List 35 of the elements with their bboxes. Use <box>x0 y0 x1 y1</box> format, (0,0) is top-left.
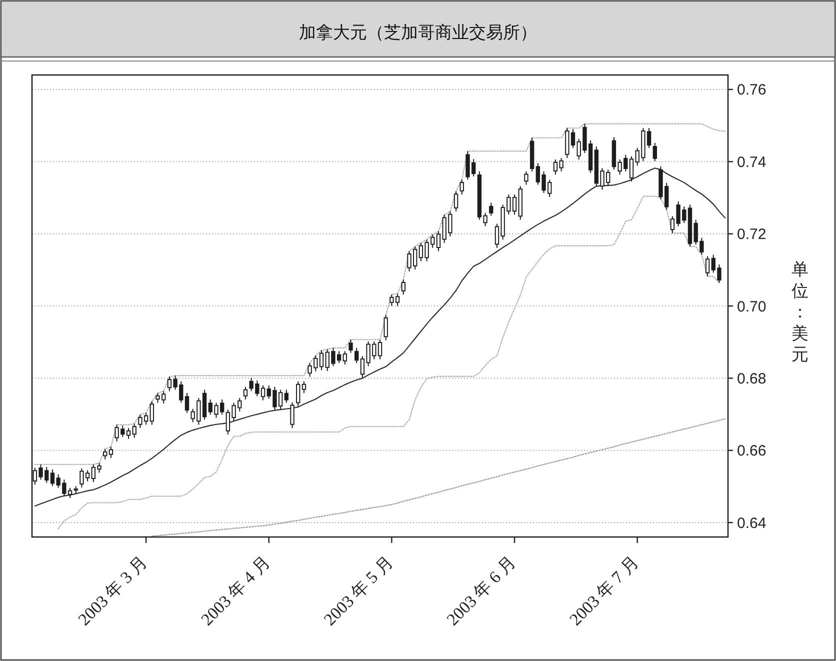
y-tick-label: 0.72 <box>737 226 766 244</box>
line-series <box>34 123 726 466</box>
candlestick <box>132 423 136 438</box>
candlestick <box>290 402 294 428</box>
candlestick <box>705 256 710 277</box>
chart-title: 加拿大元（芝加哥商业交易所） <box>299 23 537 42</box>
candlestick <box>74 486 78 494</box>
candlestick <box>454 190 458 212</box>
y-tick-label: 0.70 <box>737 298 766 316</box>
y-tick-label: 0.64 <box>737 514 766 532</box>
line-series <box>58 196 720 530</box>
candlestick <box>401 279 406 295</box>
y-tick-label: 0.66 <box>737 442 766 460</box>
candlestick <box>108 446 114 458</box>
y-tick-label: 0.76 <box>737 82 766 99</box>
y-tick-label: 0.74 <box>737 154 766 171</box>
candlestick <box>302 380 306 394</box>
candlestick <box>354 347 359 364</box>
candlestick <box>184 392 190 414</box>
y-tick-label: 0.68 <box>737 370 766 388</box>
candlestick <box>489 202 494 216</box>
candlestick <box>524 170 528 186</box>
candlestick <box>103 448 108 460</box>
candlestick <box>150 400 154 426</box>
candlestick <box>460 179 464 195</box>
candlestick <box>530 137 534 172</box>
y-axis-title: 单位：美元 <box>792 260 808 364</box>
candlestick <box>348 339 353 354</box>
candlestick <box>652 142 657 162</box>
candlestick <box>518 186 522 220</box>
candlestick <box>296 380 300 407</box>
candlestick <box>384 314 388 341</box>
candlestick <box>342 350 348 365</box>
candlestick <box>243 386 248 400</box>
candlestick <box>284 389 289 404</box>
